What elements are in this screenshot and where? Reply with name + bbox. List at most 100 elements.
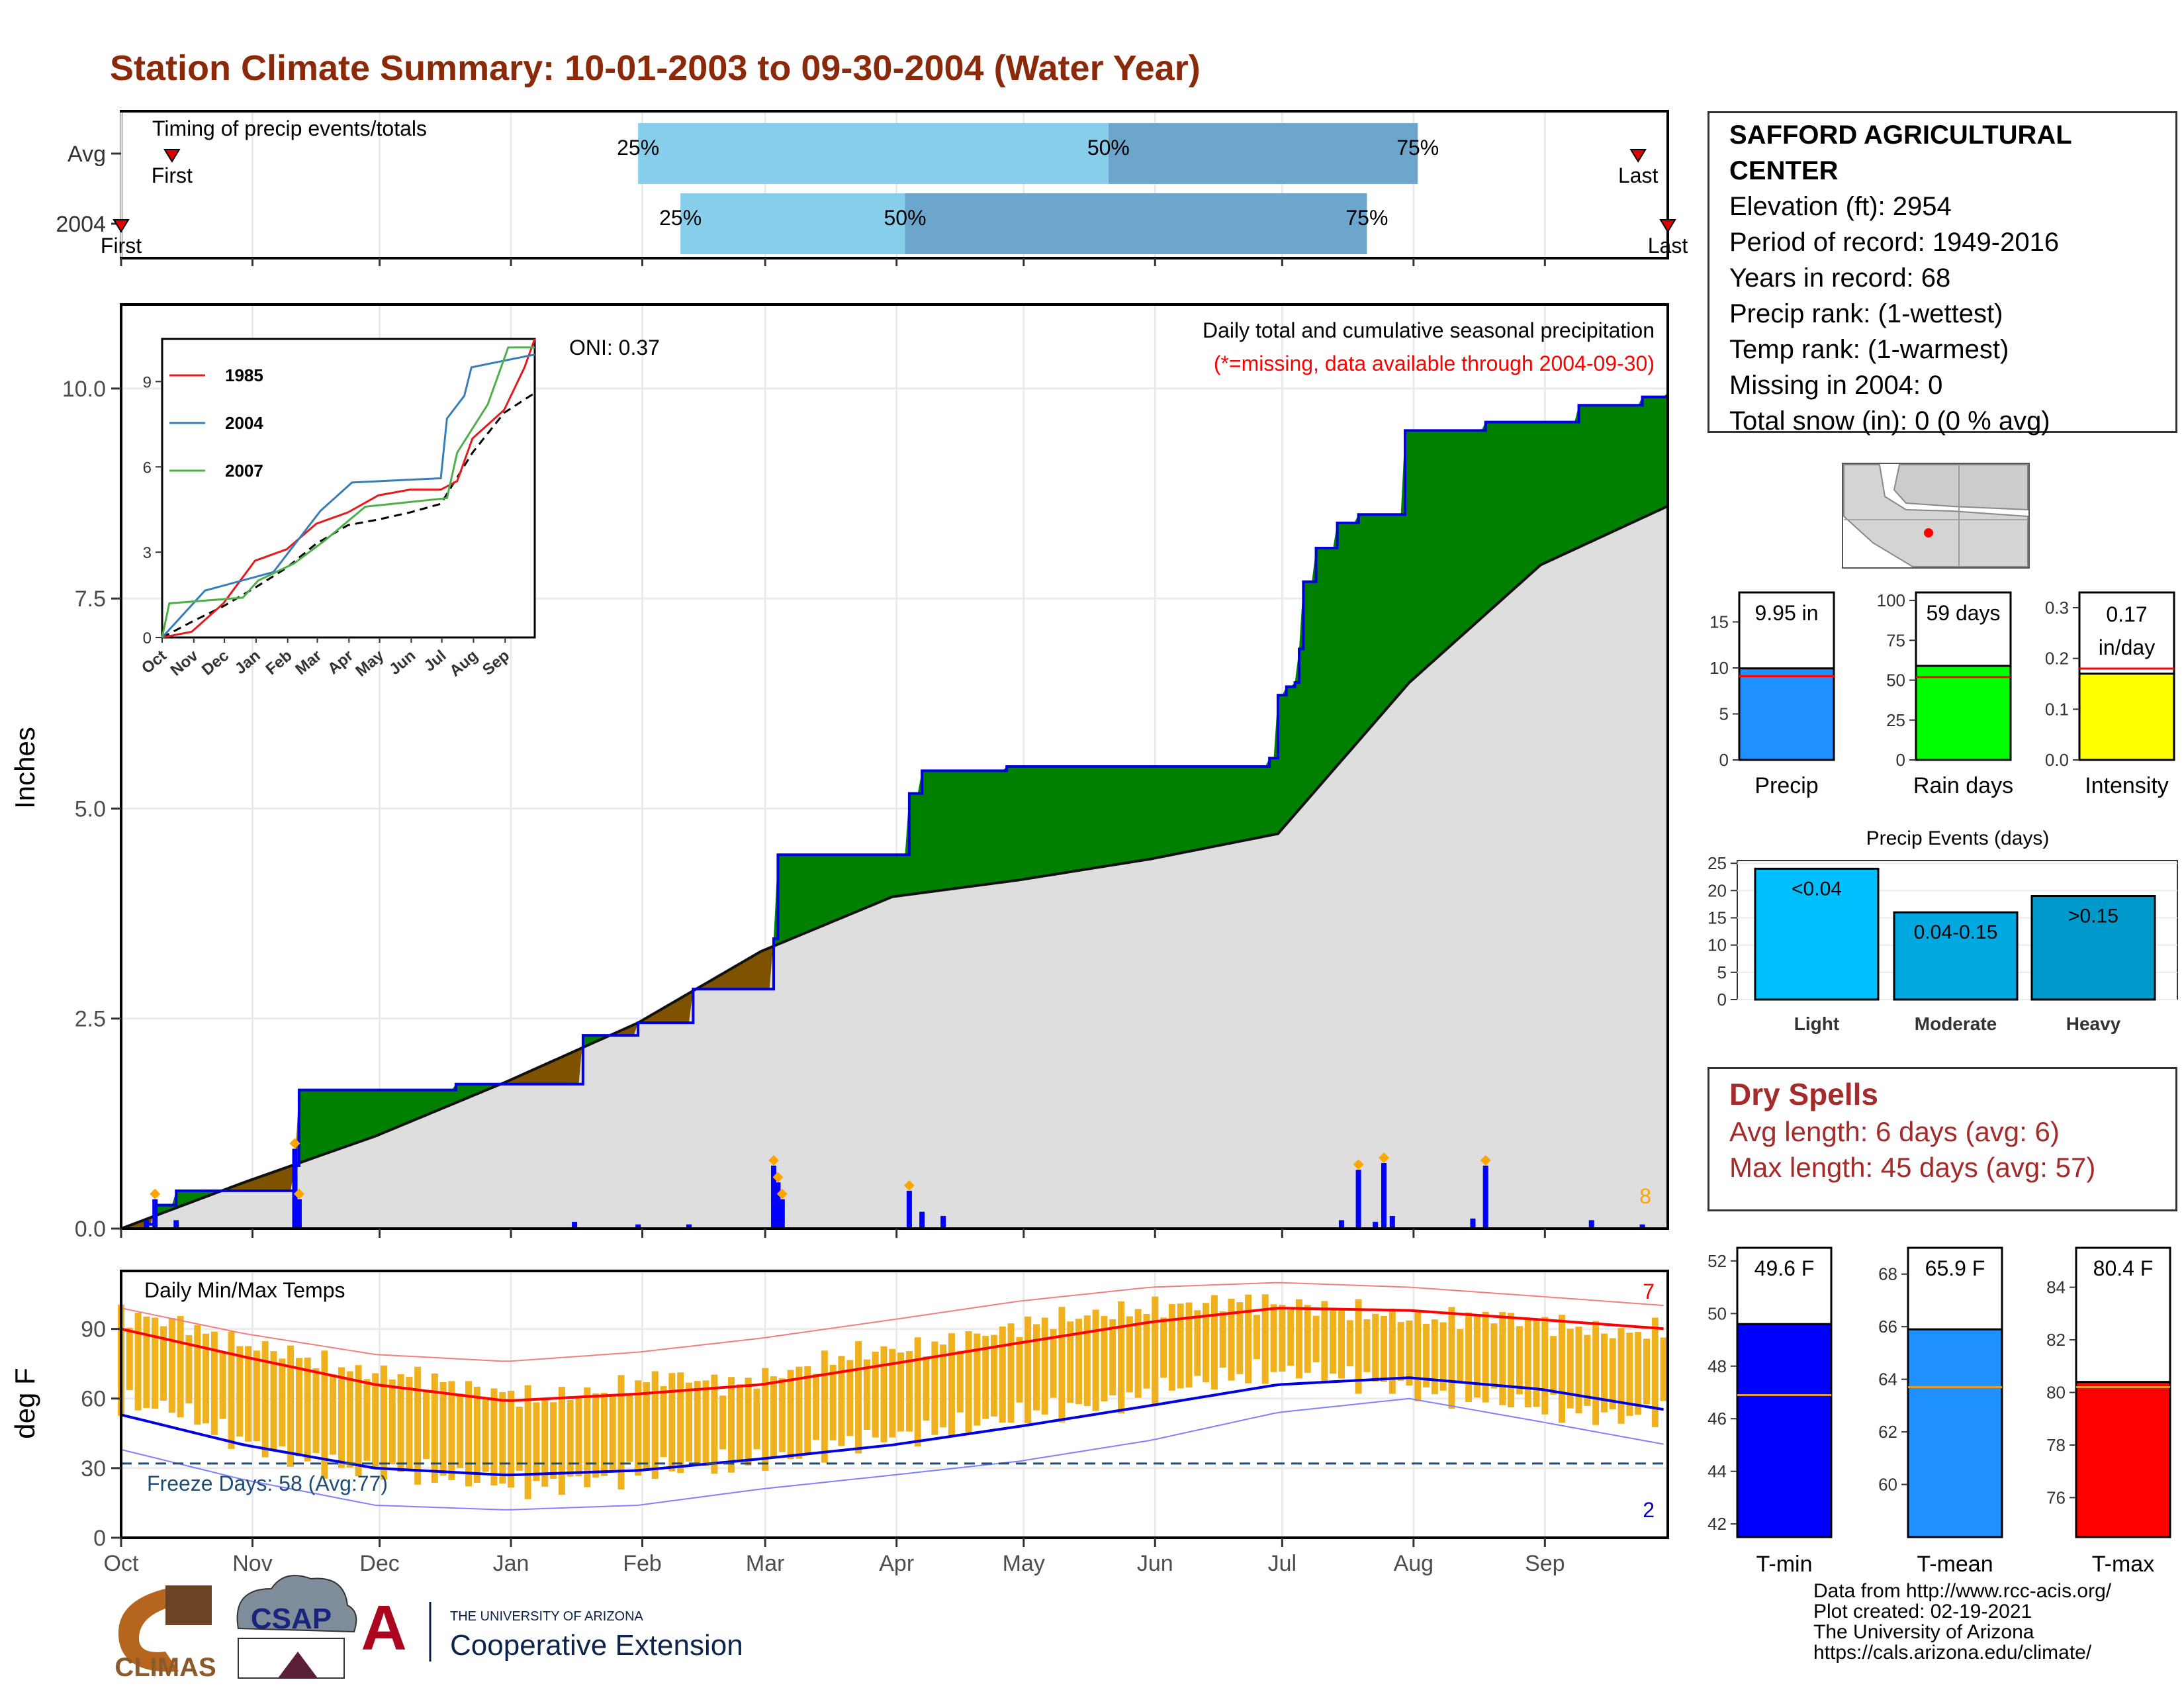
daily-temp-range-bar	[1203, 1303, 1210, 1383]
daily-temp-range-bar	[558, 1387, 565, 1495]
daily-temp-range-bar	[711, 1374, 718, 1474]
precip-events-title: Precip Events (days)	[1866, 827, 2050, 849]
daily-temp-range-bar	[1541, 1317, 1549, 1415]
last-label: Last	[1648, 234, 1688, 258]
daily-temp-range-bar	[203, 1333, 210, 1424]
temp-x-tick-label: Dec	[359, 1551, 399, 1576]
tempbar-y-tick-label: 50	[1707, 1303, 1727, 1323]
daily-temp-range-bar	[1118, 1301, 1125, 1414]
tempbar-y-tick-label: 48	[1707, 1356, 1727, 1376]
daily-temp-range-bar	[1524, 1317, 1531, 1408]
daily-temp-range-bar	[1533, 1321, 1540, 1407]
daily-temp-range-bar	[1600, 1333, 1608, 1413]
daily-temp-range-bar	[635, 1380, 642, 1476]
last-marker	[1659, 219, 1676, 233]
daily-temp-range-bar	[194, 1325, 201, 1425]
temp-x-tick-label: Sep	[1525, 1551, 1565, 1576]
oni-label: ONI: 0.37	[569, 336, 660, 359]
daily-temp-range-bar	[1431, 1319, 1438, 1395]
tempbar-y-tick-label: 52	[1707, 1251, 1727, 1271]
daily-temp-range-bar	[1126, 1316, 1133, 1393]
last-label: Last	[1618, 164, 1659, 187]
daily-temp-range-bar	[846, 1360, 854, 1436]
daily-temp-range-bar	[880, 1346, 887, 1442]
temp-x-tick-label: Aug	[1394, 1551, 1434, 1576]
timing-bar-25-50	[680, 193, 905, 254]
summary-bar-charts: 0 5 10 15 9.95 in Precip 0 25 50 75 100 59 days Rain…	[1709, 590, 2175, 798]
daily-temp-range-bar	[1236, 1302, 1244, 1374]
precip-event-bar-label: <0.04	[1792, 878, 1842, 900]
daily-temp-range-bar	[753, 1388, 760, 1450]
daily-temp-range-bar	[1067, 1321, 1074, 1403]
daily-temp-range-bar	[609, 1395, 616, 1470]
timing-pct-label: 75%	[1396, 136, 1439, 160]
main-frame	[120, 303, 1669, 1230]
daily-temp-range-bar	[160, 1326, 167, 1401]
daily-temp-range-bar	[499, 1392, 506, 1484]
daily-temp-range-bar	[787, 1370, 794, 1460]
freeze-days-label: Freeze Days: 58 (Avg:77)	[147, 1472, 388, 1495]
precip-events-y-tick-label: 0	[1717, 990, 1727, 1009]
daily-temp-range-bar	[330, 1374, 337, 1455]
daily-temp-range-bar	[270, 1351, 277, 1450]
temp-x-tick-label: May	[1003, 1551, 1045, 1576]
summary-bar-label: Intensity	[2085, 773, 2169, 798]
daily-temp-range-bar	[617, 1375, 625, 1490]
daily-temp-range-bar	[134, 1313, 142, 1411]
daily-temp-range-bar	[626, 1395, 633, 1462]
station-temp-rank: Temp rank: (1-warmest)	[1729, 335, 2009, 364]
daily-temp-range-bar	[1643, 1338, 1650, 1405]
daily-temp-range-bar	[397, 1374, 404, 1472]
credits-line3: The University of Arizona	[1813, 1621, 2034, 1643]
temperature-chart: 0 30 60 90 deg F Daily Min/Max Temps Freeze Da…	[9, 1270, 1669, 1576]
daily-temp-range-bar	[321, 1350, 328, 1479]
daily-temp-range-bar	[770, 1376, 778, 1458]
daily-temp-range-bar	[245, 1346, 252, 1442]
location-map	[1842, 463, 2030, 569]
timing-bar-50-75	[905, 193, 1367, 254]
summary-y-tick-label: 0	[1719, 750, 1729, 770]
daily-temp-range-bar	[592, 1393, 600, 1478]
daily-temp-range-bar	[1295, 1299, 1302, 1379]
main-y-tick-label: 2.5	[75, 1007, 106, 1032]
timing-bar-50-75	[1108, 123, 1418, 184]
daily-temp-range-bar	[1219, 1311, 1226, 1368]
record-min-line	[120, 1397, 1664, 1511]
daily-temp-range-bar	[457, 1393, 464, 1468]
tempbar-value-bar	[2075, 1381, 2171, 1538]
precip-event-marker	[768, 1154, 780, 1166]
daily-temp-range-bar	[727, 1377, 735, 1473]
tempbar-label: T-min	[1756, 1552, 1813, 1577]
daily-temp-range-bar	[422, 1390, 430, 1460]
daily-temp-range-bar	[1007, 1323, 1015, 1423]
timing-row-label: Avg	[68, 142, 106, 167]
precip-events-y-tick-label: 25	[1707, 853, 1727, 873]
observed-cumulative-line	[121, 393, 1669, 1230]
daily-precip-bar	[686, 1224, 692, 1229]
daily-temp-range-bar	[821, 1350, 828, 1463]
daily-temp-range-bar	[1439, 1322, 1447, 1391]
daily-temp-range-bar	[778, 1378, 786, 1452]
daily-temp-range-bar	[380, 1365, 387, 1480]
daily-temp-range-bar	[177, 1316, 184, 1418]
daily-temp-range-bar	[1490, 1323, 1498, 1389]
daily-temp-range-bar	[1465, 1312, 1473, 1403]
daily-precip-bar	[771, 1165, 777, 1229]
inset-series-line-1985	[161, 338, 536, 639]
daily-precip-bar	[296, 1199, 302, 1229]
main-y-tick-label: 5.0	[75, 796, 106, 821]
precip-event-bar-label: >0.15	[2068, 906, 2118, 927]
climas-logo-block	[165, 1585, 212, 1625]
tempbar-value-label: 80.4 F	[2093, 1256, 2154, 1280]
daily-temp-range-bar	[1160, 1317, 1167, 1378]
daily-temp-range-bar	[185, 1335, 193, 1404]
ua-logo-mark: A	[361, 1593, 406, 1664]
daily-temp-range-bar	[524, 1385, 531, 1499]
precip-event-category: Moderate	[1915, 1013, 1997, 1034]
daily-temp-range-bar	[685, 1382, 692, 1462]
daily-temp-range-bar	[1381, 1315, 1388, 1382]
first-label: First	[101, 234, 142, 258]
daily-temp-range-bar	[1321, 1301, 1328, 1383]
station-name-line2: CENTER	[1729, 156, 1839, 185]
daily-temp-range-bar	[796, 1366, 803, 1459]
